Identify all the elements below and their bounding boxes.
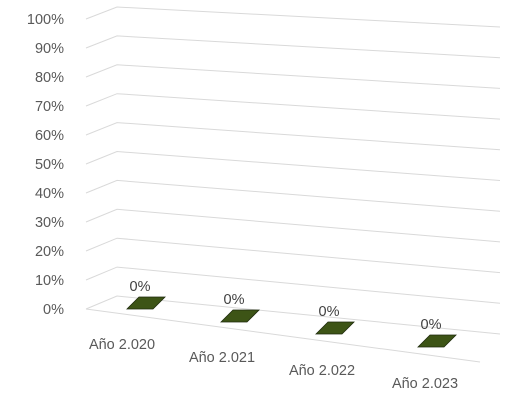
data-label: 0% bbox=[130, 279, 151, 295]
gridline bbox=[85, 208, 501, 243]
category-label: Año 2.022 bbox=[289, 363, 355, 379]
gridline bbox=[85, 266, 501, 304]
y-tick-label: 100% bbox=[27, 12, 64, 28]
y-tick-label: 30% bbox=[35, 215, 64, 231]
data-label: 0% bbox=[421, 317, 442, 333]
gridline bbox=[85, 150, 501, 181]
gridline bbox=[85, 179, 501, 212]
bar bbox=[315, 321, 355, 335]
data-label: 0% bbox=[319, 304, 340, 320]
y-tick-label: 40% bbox=[35, 186, 64, 202]
category-label: Año 2.020 bbox=[89, 337, 155, 353]
y-axis-tick-labels: 0% 10% 20% 30% 40% 50% 60% 70% 80% 90% 100% bbox=[27, 12, 64, 318]
gridline bbox=[85, 6, 501, 28]
y-tick-label: 20% bbox=[35, 244, 64, 260]
y-tick-label: 90% bbox=[35, 41, 64, 57]
bars bbox=[126, 296, 457, 348]
gridline bbox=[85, 93, 501, 120]
data-labels: 0% 0% 0% 0% bbox=[130, 279, 442, 333]
y-tick-label: 0% bbox=[43, 302, 64, 318]
y-tick-label: 70% bbox=[35, 99, 64, 115]
floor-front-edge bbox=[85, 308, 481, 363]
gridline bbox=[85, 295, 501, 335]
y-tick-label: 50% bbox=[35, 157, 64, 173]
y-tick-label: 10% bbox=[35, 273, 64, 289]
gridline bbox=[85, 64, 501, 89]
y-tick-label: 80% bbox=[35, 70, 64, 86]
bar bbox=[417, 334, 457, 348]
gridline bbox=[85, 35, 501, 59]
category-label: Año 2.023 bbox=[392, 376, 458, 392]
y-tick-label: 60% bbox=[35, 128, 64, 144]
gridlines bbox=[85, 6, 501, 363]
gridline bbox=[85, 237, 501, 274]
category-label: Año 2.021 bbox=[189, 350, 255, 366]
x-axis-category-labels: Año 2.020 Año 2.021 Año 2.022 Año 2.023 bbox=[89, 337, 458, 392]
bar bbox=[220, 309, 260, 323]
bar bbox=[126, 296, 166, 310]
gridline bbox=[85, 122, 501, 151]
data-label: 0% bbox=[224, 292, 245, 308]
